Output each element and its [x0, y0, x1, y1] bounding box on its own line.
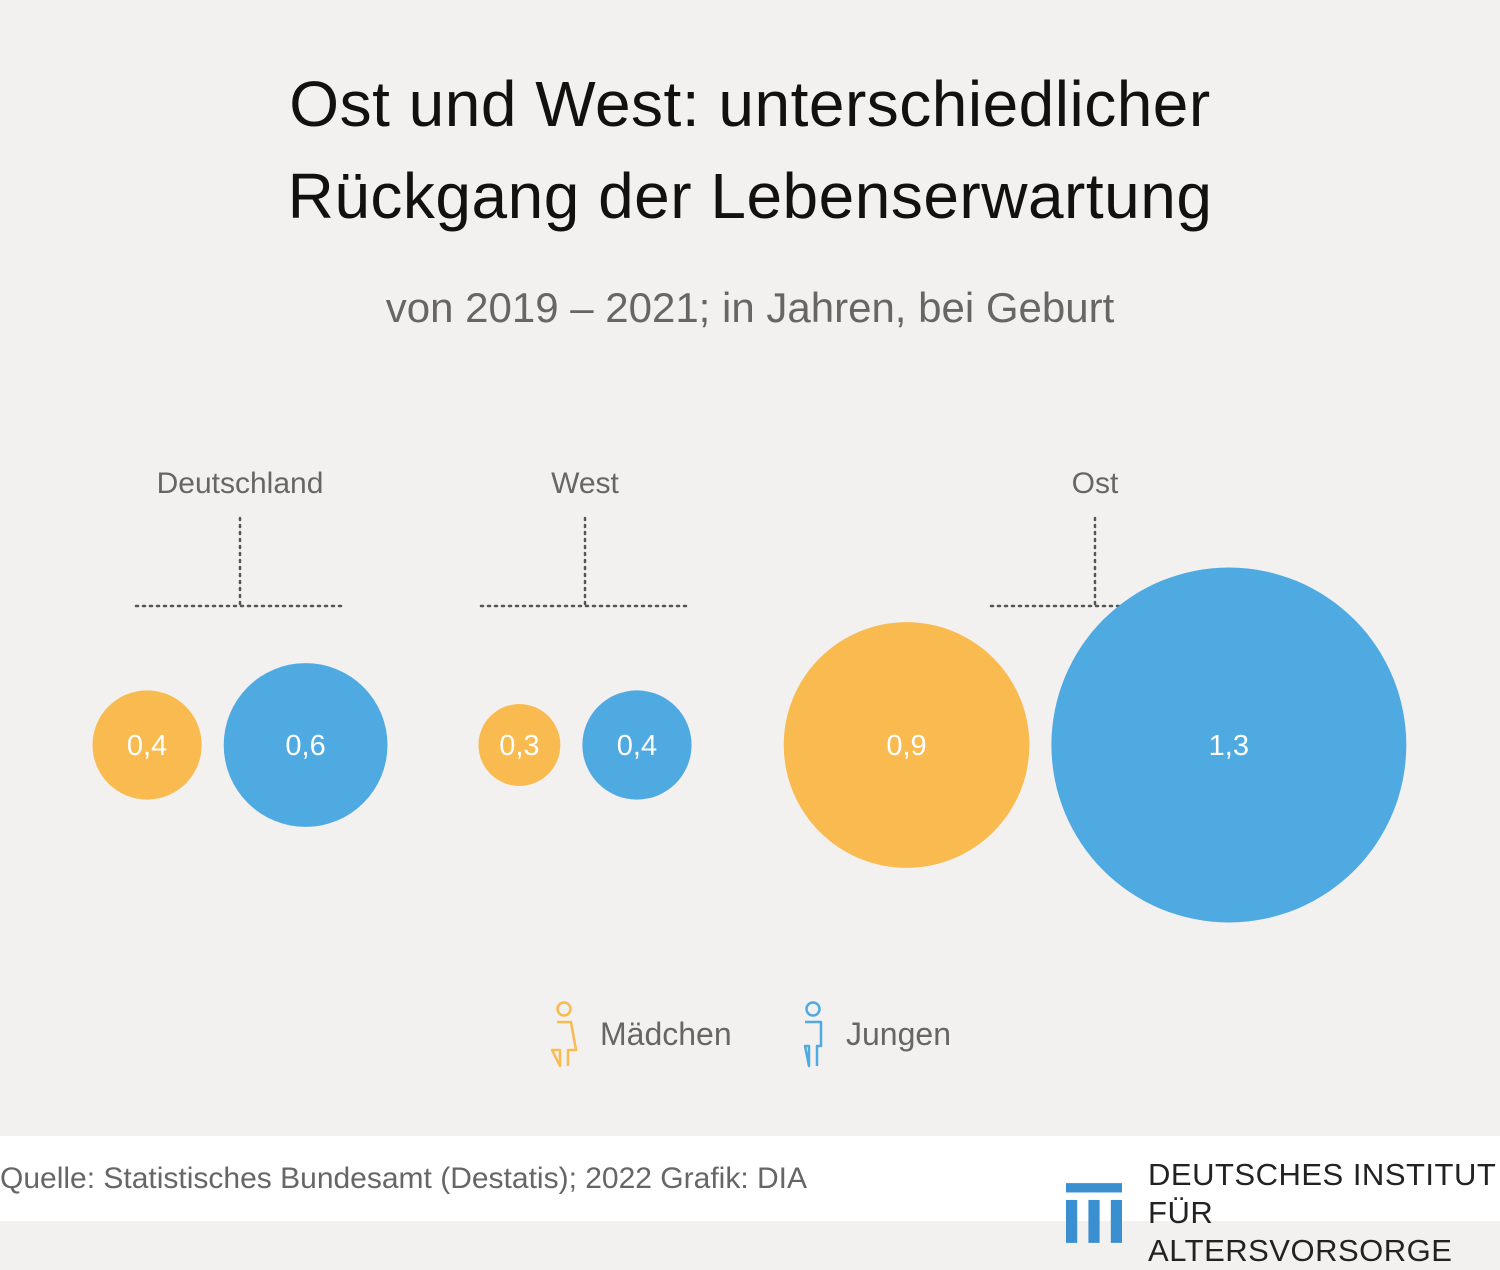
data-label-ost-maedchen: 0,9 — [886, 730, 926, 762]
chart-subtitle: von 2019 – 2021; in Jahren, bei Geburt — [385, 284, 1115, 331]
dia-logo: DEUTSCHES INSTITUT FÜR ALTERSVORSORGE — [1066, 1156, 1500, 1270]
logo-line-2: FÜR ALTERSVORSORGE — [1148, 1195, 1453, 1268]
data-label-ost-jungen: 1,3 — [1209, 730, 1249, 762]
source-text: Quelle: Statistisches Bundesamt (Destati… — [0, 1162, 807, 1195]
legend-label-jungen: Jungen — [846, 1015, 951, 1052]
legend-label-maedchen: Mädchen — [600, 1015, 732, 1052]
data-label-west-maedchen: 0,3 — [499, 730, 539, 762]
legend-item-maedchen: Mädchen — [548, 1000, 732, 1068]
group-label-deutschland: Deutschland — [157, 467, 324, 500]
legend: Mädchen Jungen — [0, 1000, 1500, 1070]
logo-icon — [1066, 1183, 1123, 1243]
logo-line-1: DEUTSCHES INSTITUT — [1148, 1157, 1497, 1192]
bubble-ost-maedchen — [783, 622, 1030, 868]
boy-icon — [803, 1001, 823, 1068]
bubble-west-jungen — [582, 690, 692, 800]
bubble-deutschland-jungen — [223, 663, 388, 827]
data-label-deutschland-jungen: 0,6 — [285, 730, 325, 762]
chart-title: Ost und West: unterschiedlicher Rückgang… — [0, 58, 1500, 242]
footer: Quelle: Statistisches Bundesamt (Destati… — [0, 1136, 1500, 1268]
bubble-west-maedchen — [478, 704, 561, 786]
bubble-chart: Deutschland West Ost 0,4 0,6 0,3 0,4 0,9 1,3 — [92, 467, 1407, 923]
group-label-ost: Ost — [1072, 467, 1119, 500]
chart-title-line-2: Rückgang der Lebenserwartung — [287, 160, 1213, 232]
group-label-west: West — [551, 467, 619, 500]
logo-text: DEUTSCHES INSTITUT FÜR ALTERSVORSORGE — [1148, 1156, 1500, 1270]
girl-icon — [550, 1001, 578, 1068]
bubble-ost-jungen — [1051, 567, 1407, 923]
bubble-deutschland-maedchen — [92, 690, 202, 800]
data-label-deutschland-maedchen: 0,4 — [127, 730, 167, 762]
data-label-west-jungen: 0,4 — [617, 730, 657, 762]
chart-title-line-1: Ost und West: unterschiedlicher — [289, 68, 1211, 140]
legend-item-jungen: Jungen — [800, 1000, 951, 1068]
